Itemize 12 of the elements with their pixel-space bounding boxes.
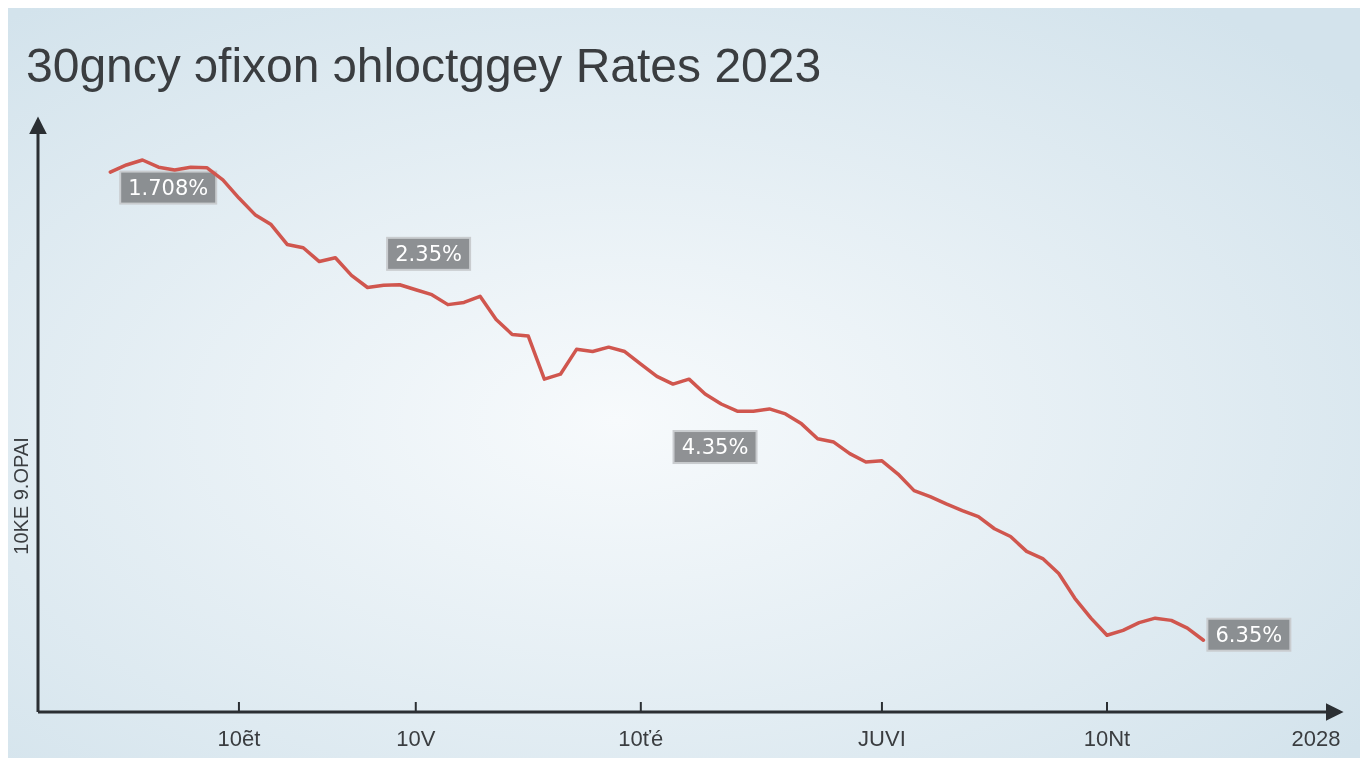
annotation: 2.35% [395, 241, 462, 266]
x-tick-label: 10ťé [618, 726, 664, 751]
annotation: 4.35% [681, 435, 749, 460]
chart-title: 30gncy ɔfixon ɔhloctggey Rates 2023 [26, 39, 822, 92]
x-tick-label: 10V [396, 726, 436, 751]
x-tick-label: JUVI [858, 726, 906, 751]
annotation: 1.708% [128, 175, 209, 200]
x-tick-label: 2028 [1291, 726, 1341, 751]
y-axis-title: 10KE 9.OPAI [10, 437, 32, 555]
annotation: 6.35% [1215, 622, 1283, 647]
x-tick-label: 10Nt [1083, 726, 1131, 751]
x-tick-label: 10ẽt [217, 726, 261, 751]
